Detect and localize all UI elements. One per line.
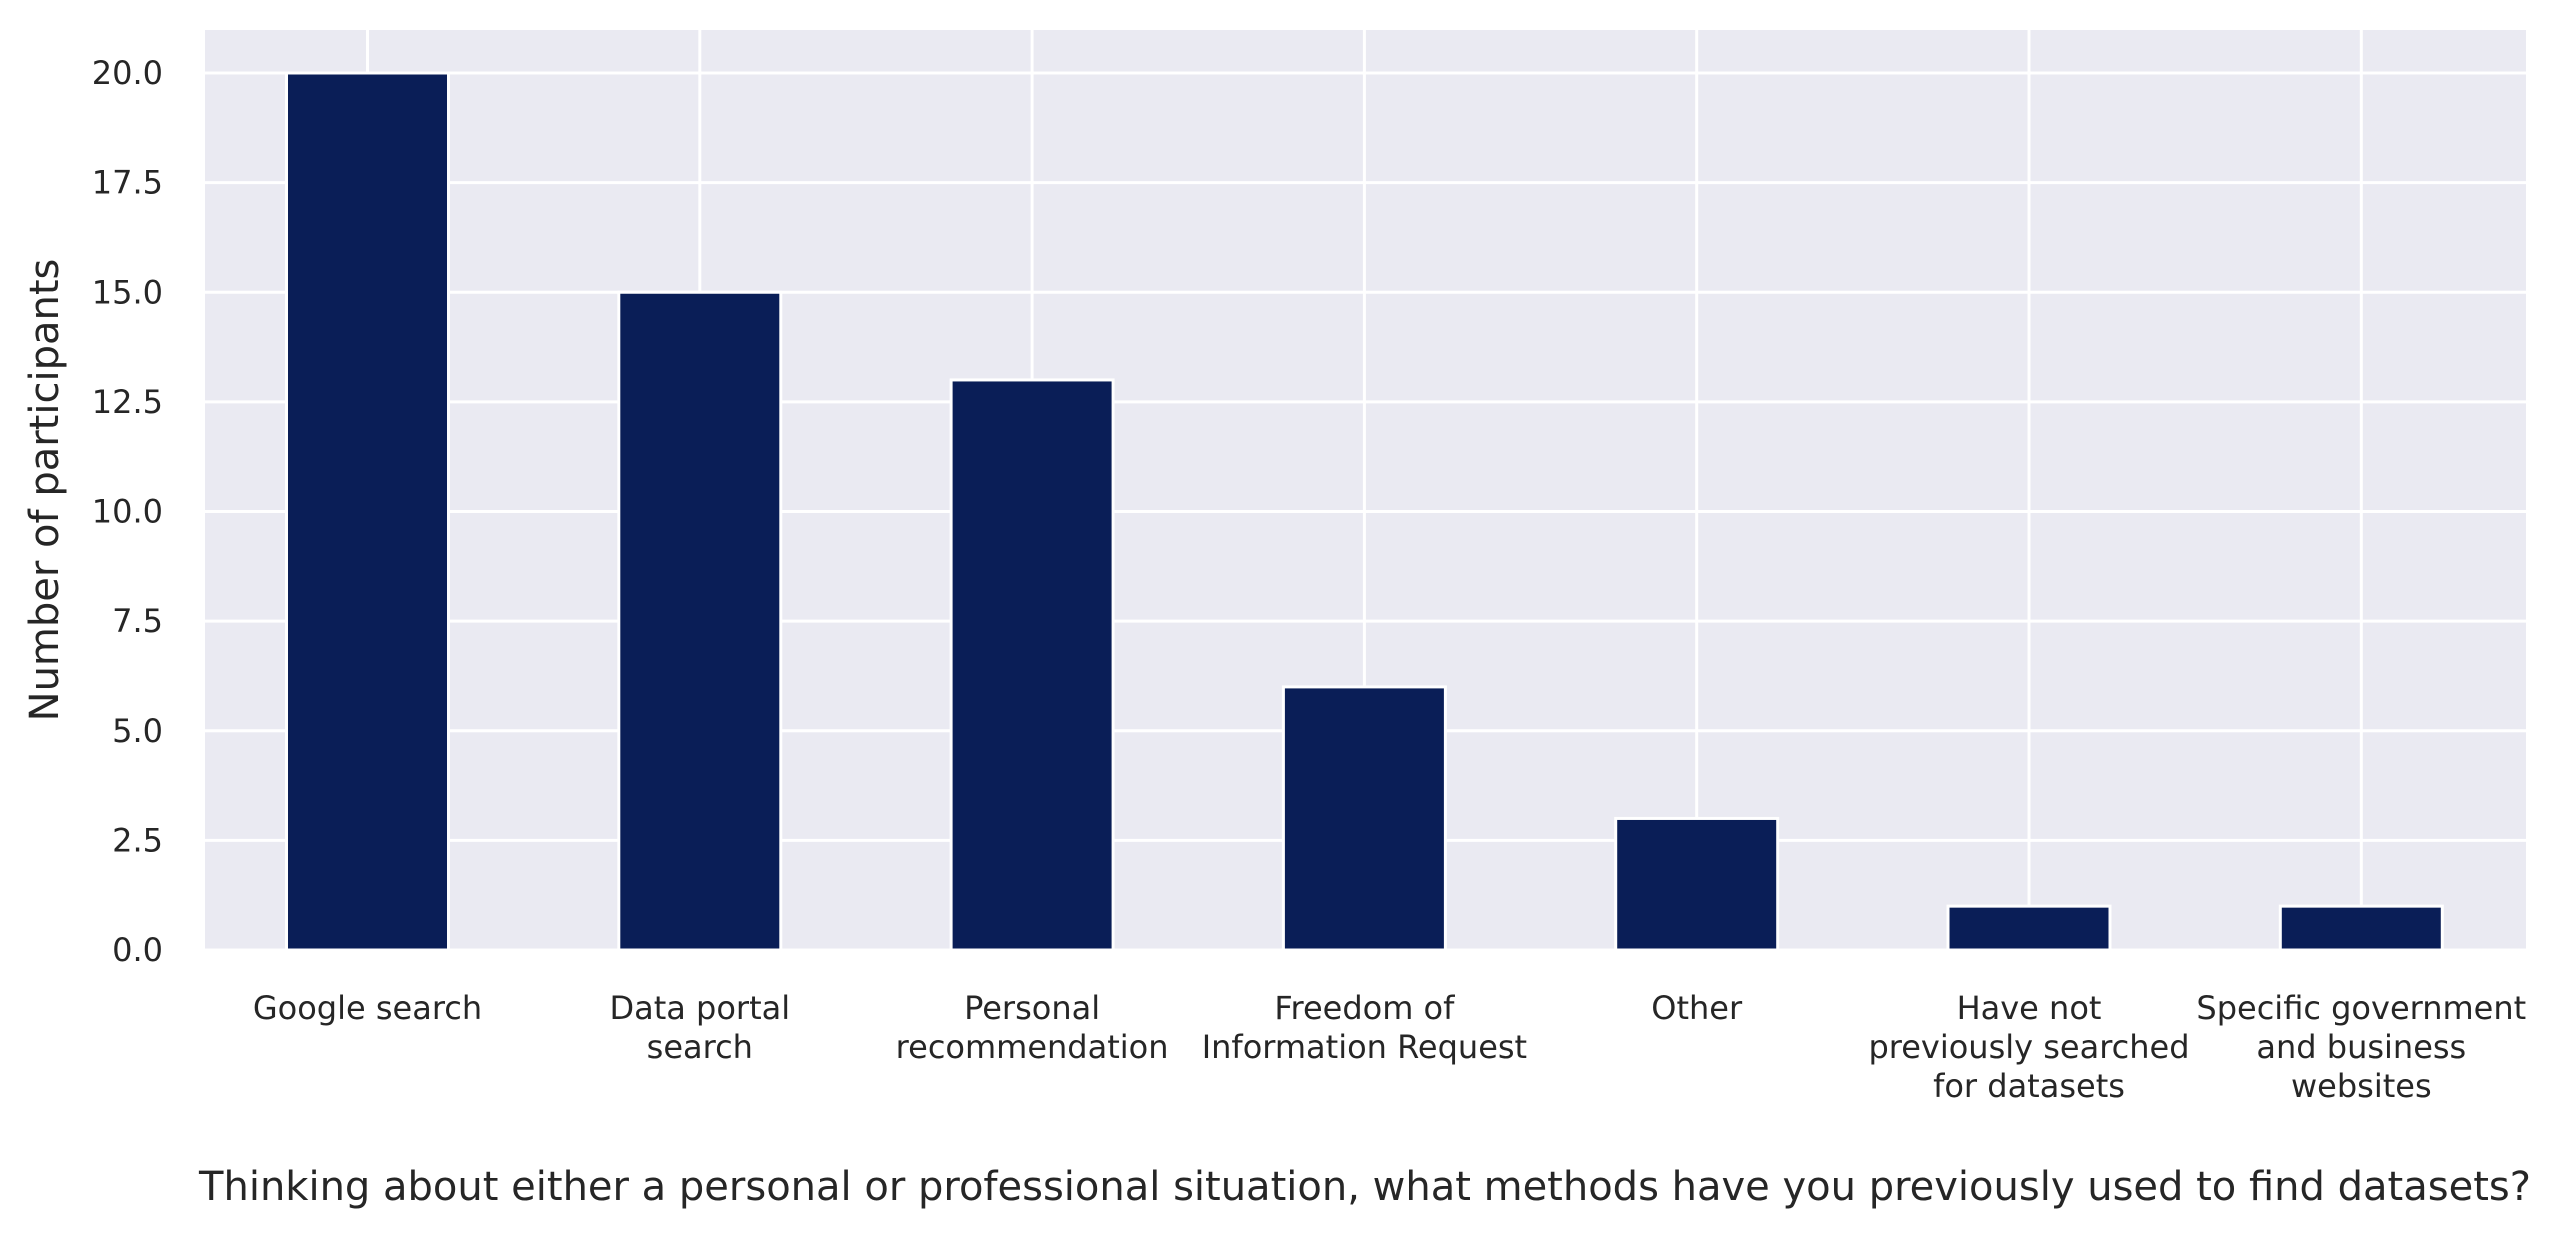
y-axis-label: Number of participants: [22, 259, 68, 722]
x-tick-label: Freedom of Information Request: [1202, 989, 1527, 1066]
x-axis-label: Thinking about either a personal or prof…: [198, 1164, 2531, 1210]
x-tick-labels: Google search Data portal search Personal re…: [253, 989, 2526, 1105]
y-tick-label: 2.5: [112, 821, 163, 859]
y-tick-label: 10.0: [92, 493, 163, 531]
bar: [1281, 685, 1447, 952]
y-tick-labels: 0.0 2.5 5.0 7.5 10.0 12.5 15.0 17.5 20.0: [92, 54, 163, 969]
x-tick-label: Data portal search: [609, 989, 790, 1066]
bar: [1946, 904, 2112, 952]
bar: [949, 378, 1115, 952]
y-tick-label: 12.5: [92, 383, 163, 421]
y-tick-label: 17.5: [92, 164, 163, 202]
bar: [617, 290, 783, 952]
bars: [285, 71, 2444, 952]
bar: [2278, 904, 2444, 952]
x-tick-label: Google search: [253, 989, 482, 1027]
x-tick-label: Personal recommendation: [896, 989, 1169, 1066]
y-tick-label: 0.0: [112, 931, 163, 969]
x-tick-label: Other: [1651, 989, 1743, 1027]
y-tick-label: 7.5: [112, 602, 163, 640]
y-tick-label: 20.0: [92, 54, 163, 92]
y-tick-label: 5.0: [112, 712, 163, 750]
x-tick-label: Have not previously searched for datasets: [1868, 989, 2189, 1105]
x-tick-label: Specific government and business websites: [2196, 989, 2526, 1105]
y-tick-label: 15.0: [92, 273, 163, 311]
bar: [1614, 816, 1780, 952]
bar: [285, 71, 450, 952]
